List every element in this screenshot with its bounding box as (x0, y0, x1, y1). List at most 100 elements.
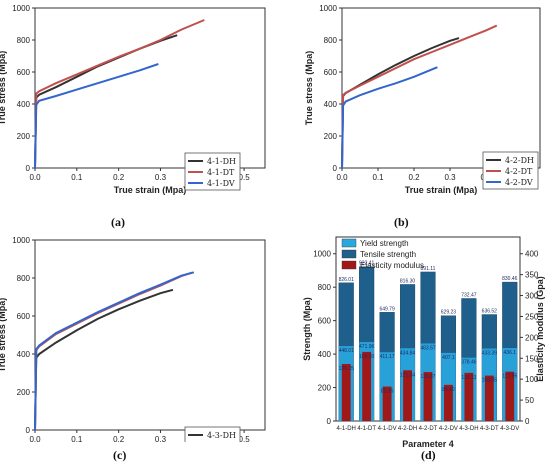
x-tick-label: 0.2 (113, 435, 125, 442)
series-line-4-2-DV (341, 66, 438, 169)
y-axis-label: Strength (Mpa) (302, 297, 312, 361)
x-tick-label: 0.0 (29, 435, 41, 442)
caption-b: (b) (394, 215, 409, 229)
data-label-tensile: 629.23 (441, 310, 457, 316)
y-axis-label: True stress (Mpa) (0, 51, 7, 126)
data-label-modulus: 136.25 (339, 366, 355, 372)
y2-tick-label: 50 (525, 396, 534, 405)
legend-label: Tensile strength (360, 250, 416, 259)
bar-elasticity-modulus (423, 372, 433, 421)
x-tick-label: 0.2 (113, 173, 125, 182)
legend-label: 4-1-DT (207, 168, 235, 177)
data-label-tensile: 922.41 (359, 261, 375, 267)
legend-label: Yield strength (360, 239, 409, 248)
x-tick-label: 0.3 (444, 173, 456, 182)
y-tick-label: 0 (26, 426, 31, 435)
y-tick-label: 800 (17, 36, 31, 45)
plot-frame (34, 239, 266, 431)
x-tick-label: 0.5 (239, 435, 251, 442)
data-label-yield: 407.1 (442, 355, 455, 361)
y-tick-label: 0 (327, 417, 332, 426)
bar-elasticity-modulus (362, 351, 372, 421)
caption-d: (d) (421, 448, 436, 462)
bar-elasticity-modulus (403, 370, 412, 421)
series-line-4-2-DT (341, 24, 498, 169)
chart-panel-b: 0.00.10.20.30.40.502004006008001000True … (275, 0, 550, 215)
x-axis-label: True strain (Mpa) (114, 185, 187, 195)
data-label-modulus: 86.40 (442, 387, 455, 393)
x-tick-label: 0.5 (239, 173, 251, 182)
data-label-modulus: 115.13 (461, 375, 476, 381)
bar-elasticity-modulus (484, 375, 494, 421)
series-line-4-1-DT (34, 19, 205, 169)
y-tick-label: 400 (17, 100, 31, 109)
caption-a: (a) (111, 215, 125, 229)
legend-swatch (341, 260, 357, 270)
y-tick-label: 200 (324, 132, 338, 141)
legend-box (184, 426, 241, 442)
y-tick-label: 600 (17, 312, 31, 321)
y2-tick-label: 0 (525, 417, 530, 426)
chart-panel-d: 0 200 400 600 800 1000 0 50 100 150 200 250 300 350 40… (300, 225, 550, 450)
y2-tick-label: 300 (525, 292, 539, 301)
data-label-modulus: 116.97 (421, 374, 436, 380)
y-tick-label: 600 (324, 68, 338, 77)
y-tick-label: 200 (17, 388, 31, 397)
data-label-yield: 378.46 (461, 360, 477, 366)
legend-label: 4-1-DV (207, 179, 235, 188)
x-axis-label: True strain (Mpa) (405, 185, 478, 195)
data-label-tensile: 830.46 (502, 276, 518, 282)
y-tick-label: 600 (318, 317, 332, 326)
x-tick-label: 0.1 (372, 173, 384, 182)
legend-label: 4-2-DH (505, 156, 534, 165)
data-label-modulus: 117.95 (502, 374, 517, 380)
y-tick-label: 0 (333, 164, 338, 173)
x-tick-label: 0.3 (155, 173, 167, 182)
bar-elasticity-modulus (382, 386, 392, 421)
legend-label: 4-3-DH (207, 431, 236, 440)
series-line-4-3-DH (34, 288, 174, 431)
series-line-4-3-DV (34, 271, 195, 431)
legend-swatch (341, 238, 357, 248)
data-label-yield: 411.17 (380, 354, 395, 360)
data-label-tensile: 649.79 (379, 306, 395, 312)
data-label-tensile: 826.01 (339, 277, 355, 283)
chart-b-svg: 0.00.10.20.30.40.502004006008001000True … (304, 4, 541, 195)
x-tick-label: 4-3-DH (459, 426, 478, 432)
x-tick-label: 0.1 (71, 173, 83, 182)
x-tick-label: 4-2-DT (419, 426, 438, 432)
y-tick-label: 400 (17, 350, 31, 359)
y2-tick-label: 250 (525, 312, 539, 321)
plot-frame (34, 7, 266, 169)
y-axis-label: True stress (Mpa) (304, 51, 314, 126)
x-tick-label: 4-1-DH (337, 426, 356, 432)
x-tick-label: 0.1 (71, 435, 83, 442)
x-tick-label: 4-3-DT (480, 426, 499, 432)
y2-tick-label: 100 (525, 375, 539, 384)
y2-tick-label: 200 (525, 333, 539, 342)
x-tick-label: 4-1-DT (357, 426, 376, 432)
bar-elasticity-modulus (444, 384, 453, 421)
x-tick-label: 0.3 (155, 435, 167, 442)
x-axis-label: Parameter 4 (402, 439, 454, 449)
y-tick-label: 600 (17, 68, 31, 77)
data-label-tensile: 636.52 (482, 309, 498, 315)
data-label-tensile: 891.11 (421, 266, 436, 272)
y-tick-label: 800 (318, 283, 332, 292)
legend-label: 4-1-DH (207, 157, 236, 166)
y-tick-label: 400 (318, 350, 332, 359)
y2-axis-label: Elasticity modulus (Gpa) (535, 276, 545, 382)
y-tick-label: 1000 (12, 4, 30, 13)
chart-a-svg: 0.00.10.20.30.40.502004006008001000True … (0, 4, 266, 195)
data-label-yield: 448.01 (339, 348, 355, 354)
data-label-modulus: 108.55 (482, 378, 498, 384)
y-tick-label: 1000 (12, 236, 30, 245)
x-tick-label: 0.2 (408, 173, 420, 182)
bar-elasticity-modulus (341, 364, 351, 421)
data-label-yield: 436.1 (504, 350, 517, 356)
y-tick-label: 1000 (319, 4, 337, 13)
x-tick-label: 0.0 (29, 173, 41, 182)
x-tick-label: 4-1-DV (378, 426, 397, 432)
x-tick-label: 0.0 (336, 173, 348, 182)
y-axis-label: True stress (Mpa) (0, 298, 7, 373)
